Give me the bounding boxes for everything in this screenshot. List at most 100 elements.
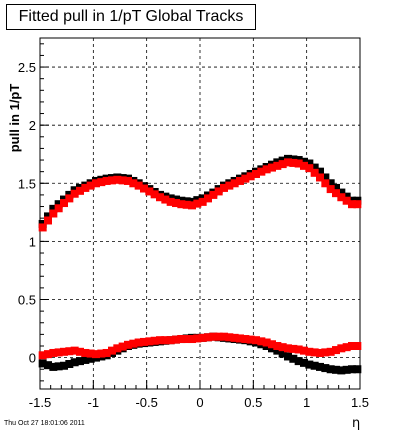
- data-point: [278, 343, 287, 352]
- data-point: [310, 361, 319, 370]
- data-point: [124, 340, 132, 349]
- data-point: [241, 174, 250, 183]
- data-point: [284, 352, 292, 361]
- data-point: [150, 190, 159, 199]
- data-point: [65, 360, 74, 369]
- data-point: [129, 179, 138, 188]
- data-point: [49, 362, 58, 371]
- data-point: [198, 197, 207, 206]
- x-tick-label: 0.5: [244, 395, 262, 410]
- data-point: [150, 336, 159, 345]
- series-1: [38, 158, 362, 232]
- data-point: [278, 349, 287, 358]
- data-point: [289, 354, 298, 363]
- data-point: [172, 335, 180, 344]
- data-point: [92, 179, 100, 188]
- data-point: [204, 333, 212, 342]
- timestamp-footer: Thu Oct 27 18:01:06 2011: [4, 420, 85, 427]
- data-point: [300, 157, 308, 166]
- data-point: [54, 204, 63, 213]
- data-point: [60, 361, 68, 370]
- data-point: [236, 176, 244, 185]
- data-point: [337, 366, 346, 375]
- data-point: [326, 185, 335, 194]
- data-point: [49, 204, 58, 213]
- data-point: [305, 360, 314, 369]
- data-point: [284, 344, 292, 353]
- data-point: [268, 163, 276, 172]
- data-point: [348, 341, 356, 350]
- data-point: [294, 159, 303, 168]
- data-point: [70, 189, 79, 198]
- data-point: [252, 169, 260, 178]
- data-point: [102, 348, 111, 357]
- data-point: [118, 342, 127, 351]
- data-point: [289, 158, 298, 167]
- series-3: [38, 332, 362, 360]
- data-point: [246, 172, 255, 181]
- data-point: [86, 181, 95, 190]
- data-point: [161, 195, 170, 204]
- data-point: [236, 334, 244, 343]
- data-point: [65, 347, 74, 356]
- data-point: [102, 176, 111, 185]
- data-point: [332, 365, 340, 374]
- data-point: [182, 335, 191, 344]
- data-point: [326, 365, 335, 374]
- data-point: [348, 200, 356, 209]
- data-point: [316, 173, 324, 182]
- data-point: [118, 176, 127, 185]
- data-point: [342, 192, 351, 201]
- x-tick-label: -0.5: [135, 395, 157, 410]
- data-point: [289, 344, 298, 353]
- data-point: [76, 186, 84, 195]
- data-point: [86, 349, 95, 358]
- y-tick-label: 1.5: [18, 176, 36, 191]
- data-point: [337, 188, 346, 197]
- chart-title: Fitted pull in 1/pT Global Tracks: [18, 8, 244, 25]
- data-point: [81, 355, 90, 364]
- data-point: [326, 347, 335, 356]
- data-point: [230, 333, 239, 342]
- data-point: [54, 348, 63, 357]
- data-point: [60, 199, 68, 208]
- data-points: [38, 154, 362, 375]
- data-point: [252, 336, 260, 345]
- data-point: [332, 189, 340, 198]
- data-point: [156, 336, 164, 345]
- data-point: [268, 344, 276, 353]
- data-point: [166, 336, 175, 345]
- data-point: [284, 158, 292, 167]
- data-point: [209, 190, 218, 199]
- chart-title-box: Fitted pull in 1/pT Global Tracks: [6, 4, 256, 30]
- data-point: [86, 354, 95, 363]
- data-point: [188, 335, 196, 344]
- data-point: [337, 193, 346, 202]
- data-point: [257, 167, 266, 176]
- data-point: [140, 337, 148, 346]
- y-tick-label: 2.5: [18, 60, 36, 75]
- y-tick-label: 0: [29, 351, 36, 366]
- data-point: [145, 337, 154, 346]
- data-point: [278, 160, 287, 169]
- data-point: [54, 200, 63, 209]
- data-point: [268, 340, 276, 349]
- data-point: [321, 173, 330, 182]
- data-point: [332, 183, 340, 192]
- data-point: [353, 200, 362, 209]
- data-point: [273, 161, 282, 170]
- data-point: [38, 351, 47, 360]
- data-point: [76, 357, 84, 366]
- y-tick-label: 0.5: [18, 293, 36, 308]
- x-tick-label: 1: [303, 395, 310, 410]
- data-point: [353, 365, 362, 374]
- data-point: [140, 184, 148, 193]
- data-point: [342, 196, 351, 205]
- data-point: [342, 343, 351, 352]
- data-point: [44, 361, 52, 370]
- x-tick-label: -1: [88, 395, 100, 410]
- data-point: [60, 347, 68, 356]
- data-point: [113, 175, 122, 184]
- data-point: [44, 350, 52, 359]
- data-point: [316, 348, 324, 357]
